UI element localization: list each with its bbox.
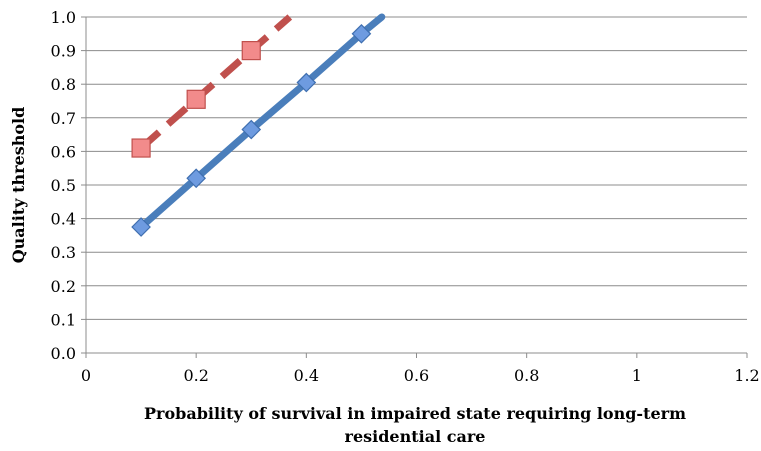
y-tick-label: 0.5 [51,176,76,195]
series-1-line [137,13,386,231]
series-2-point [241,40,261,61]
series-1-point [351,23,372,44]
x-tick-label: 0 [81,366,91,385]
y-tick-label: 1.0 [51,8,76,27]
y-tick-label: 0.0 [51,344,76,363]
x-tick-label: 0.8 [514,366,539,385]
y-axis-title: Quality threshold [9,107,28,264]
series-2-point [186,89,206,109]
y-tick-label: 0.2 [51,277,76,296]
x-tick-label: 1.2 [734,366,759,385]
x-tick-label: 0.2 [183,366,208,385]
x-axis-title-line2: residential care [345,427,486,446]
series-2-point [131,138,151,158]
x-tick-label: 0.4 [294,366,319,385]
y-tick-label: 0.3 [51,243,76,262]
y-tick-label: 0.9 [51,42,76,61]
y-tick-label: 0.1 [51,310,76,329]
axes [81,16,748,358]
y-tick-label: 0.8 [51,75,76,94]
series-1-point [241,119,262,140]
tick-labels: 0.0 0.1 0.2 0.3 0.4 0.5 0.6 0.7 0.8 0.9 1.0 0 0.2 0.4… [51,8,760,385]
series-1-point [131,217,151,237]
y-tick-label: 0.6 [51,142,76,161]
series-1-point [296,72,317,93]
series-layer [131,13,386,237]
x-tick-label: 0.6 [404,366,429,385]
gridlines [86,16,747,320]
series-1-point [186,168,207,189]
x-axis-title-line1: Probability of survival in impaired stat… [144,404,686,423]
series-2-line [138,14,293,151]
x-tick-label: 1 [632,366,642,385]
y-tick-label: 0.4 [51,210,76,229]
y-tick-label: 0.7 [51,109,76,128]
